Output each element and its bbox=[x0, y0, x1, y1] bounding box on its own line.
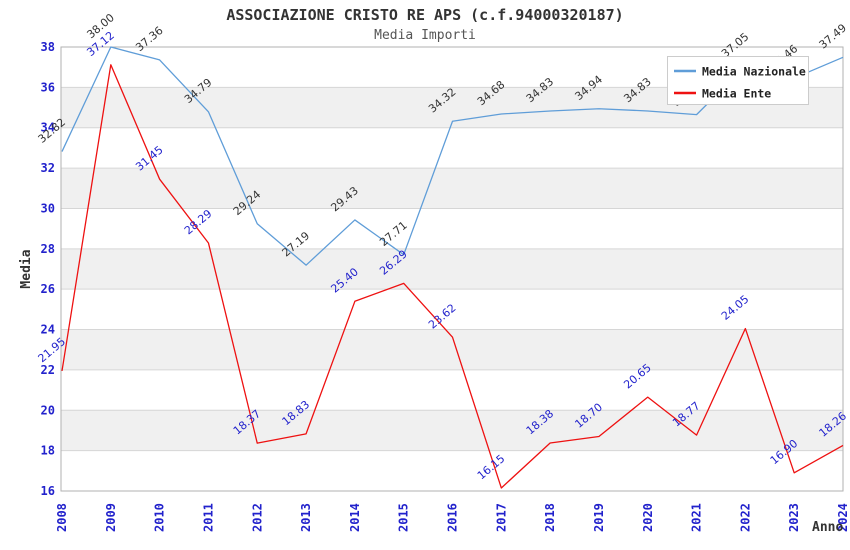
legend-label-media-nazionale: Media Nazionale bbox=[702, 65, 806, 79]
x-tick-label: 2024 bbox=[836, 503, 850, 532]
y-tick-label: 28 bbox=[41, 242, 55, 256]
y-tick-label: 36 bbox=[41, 80, 55, 94]
x-tick-label: 2009 bbox=[104, 503, 118, 532]
y-tick-label: 34 bbox=[41, 121, 55, 135]
x-tick-label: 2008 bbox=[55, 503, 69, 532]
y-tick-label: 22 bbox=[41, 363, 55, 377]
x-tick-label: 2013 bbox=[299, 503, 313, 532]
grid-band bbox=[61, 248, 843, 290]
x-tick-label: 2014 bbox=[348, 503, 362, 532]
y-tick-label: 30 bbox=[41, 201, 55, 215]
x-tick-label: 2019 bbox=[592, 503, 606, 532]
y-tick-label: 26 bbox=[41, 282, 55, 296]
series-line-media-ente bbox=[61, 64, 844, 489]
x-tick-label: 2022 bbox=[738, 503, 752, 532]
x-axis-title: Anno bbox=[812, 520, 843, 535]
y-tick-label: 16 bbox=[41, 484, 55, 498]
x-tick-label: 2011 bbox=[201, 503, 215, 532]
x-tick-label: 2021 bbox=[690, 503, 704, 532]
x-tick-label: 2012 bbox=[250, 503, 264, 532]
grid-band bbox=[61, 329, 843, 370]
x-tick-label: 2017 bbox=[494, 503, 508, 532]
plot-frame bbox=[60, 46, 844, 492]
y-tick-label: 24 bbox=[41, 323, 55, 337]
grid-band bbox=[61, 168, 843, 209]
x-tick-label: 2023 bbox=[787, 503, 801, 532]
chart-legend-layer: Media Nazionale Media Ente bbox=[667, 56, 809, 105]
legend-label-media-ente: Media Ente bbox=[702, 87, 771, 101]
y-tick-label: 32 bbox=[41, 161, 55, 175]
x-tick-label: 2010 bbox=[153, 503, 167, 532]
legend: Media Nazionale Media Ente bbox=[667, 56, 809, 105]
y-axis-title: Media bbox=[19, 249, 34, 288]
chart-subtitle: Media Importi bbox=[374, 28, 476, 43]
legend-box bbox=[667, 56, 809, 105]
grid-band bbox=[61, 410, 843, 451]
x-tick-label: 2018 bbox=[543, 503, 557, 532]
chart-title: ASSOCIAZIONE CRISTO RE APS (c.f.94000320… bbox=[226, 6, 623, 24]
x-tick-label: 2020 bbox=[641, 503, 655, 532]
y-tick-label: 38 bbox=[41, 40, 55, 54]
y-tick-label: 20 bbox=[41, 403, 55, 417]
x-tick-label: 2015 bbox=[397, 503, 411, 532]
y-tick-label: 18 bbox=[41, 444, 55, 458]
x-tick-label: 2016 bbox=[446, 503, 460, 532]
